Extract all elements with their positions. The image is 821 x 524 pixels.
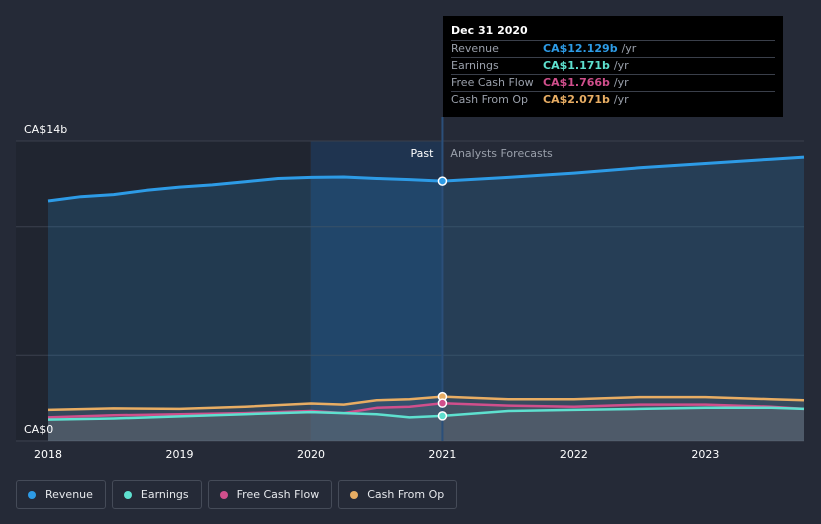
free-cash-flow-line [47,401,805,419]
y-axis-labels: CA$14b CA$0 [24,123,67,436]
series-layer [47,155,805,441]
tooltip-value: CA$1.766b [543,76,610,89]
tooltip-row-cash-from-op: Cash From Op CA$2.071b /yr [451,92,775,108]
revenue-dot-icon [28,490,36,499]
tooltip-value: CA$2.071b [543,93,610,106]
free-cash-flow-dot-icon [219,490,228,499]
tooltip-label: Free Cash Flow [451,76,534,89]
x-tick-label: 2018 [34,448,62,461]
x-tick-label: 2020 [297,448,325,461]
series-area [48,403,804,441]
tooltip-unit: /yr [621,42,637,55]
revenue-area [48,157,804,441]
tooltip: Dec 31 2020 Revenue CA$12.129b /yr Earni… [443,16,783,117]
legend-item-revenue[interactable]: Revenue [16,480,106,509]
tooltip-row-earnings: Earnings CA$1.171b /yr [451,58,775,75]
legend-item-cash-from-op[interactable]: Cash From Op [338,480,458,509]
hover-marker [437,176,448,186]
tooltip-row-free-cash-flow: Free Cash Flow CA$1.766b /yr [451,75,775,92]
legend: Revenue Earnings Free Cash Flow Cash Fro… [16,480,458,509]
tooltip-value: CA$1.171b [543,59,610,72]
x-tick-label: 2022 [560,448,588,461]
tooltip-unit: /yr [613,59,629,72]
forecast-label: Analysts Forecasts [450,147,553,160]
earnings-dot-icon [123,490,132,499]
hover-markers [437,176,448,421]
x-tick-label: 2021 [428,448,456,461]
past-label: Past [410,147,434,160]
tooltip-value: CA$12.129b [543,42,618,55]
tooltip-label: Earnings [451,59,499,72]
legend-label: Revenue [45,488,93,501]
gridlines [16,140,804,442]
highlight-band [310,141,443,441]
x-tick-label: 2019 [165,448,193,461]
tooltip-date: Dec 31 2020 [451,23,775,41]
tooltip-label: Cash From Op [451,93,529,106]
legend-item-free-cash-flow[interactable]: Free Cash Flow [207,480,333,509]
x-tick-label: 2023 [691,448,719,461]
legend-label: Earnings [140,488,189,501]
tooltip-row-revenue: Revenue CA$12.129b /yr [451,41,775,58]
legend-label: Cash From Op [367,488,445,501]
tooltip-label: Revenue [451,42,499,55]
series-area [48,407,804,441]
earnings-line [47,406,805,421]
y-tick-label: CA$0 [24,423,53,436]
cash-from-op-dot-icon [350,490,359,499]
x-axis-labels: 2018 2019 2020 2021 2022 2023 [34,448,719,461]
legend-item-earnings[interactable]: Earnings [111,480,202,509]
legend-label: Free Cash Flow [236,488,320,501]
y-tick-label: CA$14b [24,123,67,136]
hover-marker [437,398,448,408]
tooltip-unit: /yr [613,93,629,106]
hover-marker [437,411,448,421]
chart-panel-past [16,141,310,440]
tooltip-unit: /yr [613,76,629,89]
revenue-line [47,155,805,203]
cash-from-op-line [47,395,805,412]
